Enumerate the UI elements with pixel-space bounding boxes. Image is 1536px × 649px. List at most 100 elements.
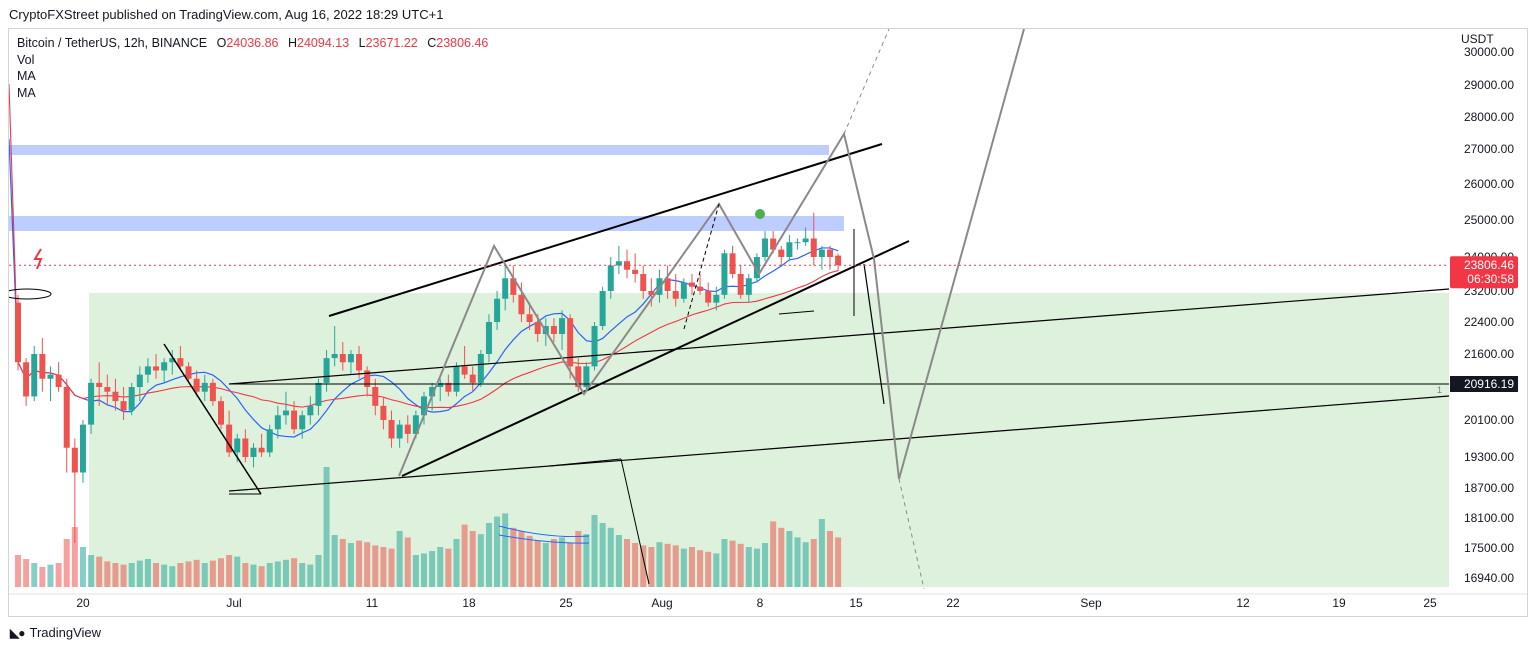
candle-body (445, 382, 452, 392)
projection-zigzag (398, 29, 1025, 480)
volume-bar (632, 543, 639, 587)
indicator-vol[interactable]: Vol (17, 52, 35, 67)
open-key: O (216, 36, 227, 50)
x-tick-label: 12 (1236, 596, 1250, 610)
candle-body (266, 429, 273, 453)
y-tick-label: 17500.00 (1464, 541, 1514, 555)
x-tick-label: 8 (757, 596, 764, 610)
volume-bar (770, 521, 777, 587)
volume-bar (177, 563, 184, 587)
blue-arrow-lower (498, 534, 590, 544)
volume-bar (120, 564, 127, 587)
candle-body (274, 415, 281, 430)
candle-body (339, 354, 346, 363)
volume-bar (485, 523, 492, 587)
candle-body (144, 366, 151, 375)
y-tick-label: 30000.00 (1464, 45, 1514, 59)
footer[interactable]: ◣● TradingView (10, 625, 101, 640)
candle-body (794, 242, 801, 244)
volume-bar (226, 555, 233, 587)
volume-bar (169, 566, 176, 587)
volume-bar (713, 553, 720, 587)
candle-body (583, 366, 590, 387)
volume-bar (234, 556, 241, 587)
volume-bar (47, 564, 54, 587)
candle-body (494, 298, 501, 322)
candle-body (510, 278, 517, 295)
low-key: L (358, 36, 366, 50)
candle-body (323, 358, 330, 383)
volume-bar (193, 559, 200, 587)
blue-resistance-zone-upper (9, 145, 829, 155)
y-tick-label: 18100.00 (1464, 511, 1514, 525)
projection-extension-down (898, 478, 925, 590)
volume-bar (396, 531, 403, 587)
volume-bar (421, 553, 427, 587)
candle-body (169, 358, 176, 363)
volume-bar (526, 535, 533, 587)
y-tick-label: 22400.00 (1464, 315, 1514, 329)
volume-bar (63, 539, 70, 587)
candle-body (347, 354, 354, 363)
volume-bar (209, 560, 216, 587)
high-key: H (287, 36, 298, 50)
tradingview-logo-icon: ◣● (10, 625, 26, 640)
candle-body (770, 238, 777, 250)
candle-body (437, 382, 444, 387)
volume-bar (680, 548, 687, 587)
close-key: C (427, 36, 437, 50)
candle-body (526, 314, 533, 322)
candle-body (737, 274, 744, 295)
candle-body (299, 415, 306, 430)
candle-body (550, 326, 557, 334)
volume-bar (372, 545, 379, 587)
volume-bar (599, 523, 606, 587)
level-badge (1450, 376, 1518, 392)
volume-bar (591, 515, 598, 587)
x-tick-label: 25 (1423, 596, 1437, 610)
volume-bar (429, 551, 436, 587)
arrow-down-lower (620, 458, 650, 585)
volume-bar (364, 542, 371, 587)
candle-body (705, 291, 712, 303)
candle-body (112, 391, 119, 402)
x-tick-label: 20 (76, 596, 90, 610)
candle-body (47, 374, 54, 379)
price-axis-bg (1449, 29, 1527, 594)
candle-body (291, 410, 298, 430)
volume-bar (453, 539, 460, 587)
x-tick-label: 22 (946, 596, 960, 610)
candle-body (209, 382, 216, 402)
candle-body (404, 424, 411, 434)
volume-bar (656, 542, 663, 587)
candle-body (575, 366, 582, 387)
last-price-value: 23806.46 (1464, 258, 1514, 272)
volume-bar (347, 543, 354, 587)
volume-bar (762, 543, 769, 587)
long-trend-line-upper (228, 288, 1450, 385)
volume-bar (672, 545, 679, 587)
volume-bar (778, 527, 785, 587)
volume-bar (250, 564, 257, 587)
candle-body (177, 358, 184, 367)
volume-bar (242, 563, 249, 587)
volume-bar (71, 527, 78, 587)
indicator-ma-2[interactable]: MA (17, 85, 36, 100)
low-value: 23671.22 (365, 36, 418, 50)
candle-body (591, 326, 598, 367)
volume-bar (615, 535, 622, 587)
volume-bar (640, 545, 647, 587)
candle-body (624, 261, 630, 270)
volume-bar (31, 563, 38, 587)
candle-body (250, 447, 257, 457)
candle-body (599, 291, 606, 326)
indicator-ma-1[interactable]: MA (17, 69, 36, 83)
volume-bar (688, 547, 695, 587)
y-tick-label: 21600.00 (1464, 347, 1514, 361)
red-flash-icon (33, 248, 43, 270)
volume-bar (810, 539, 817, 587)
chart-pane[interactable]: USDT 30000.00 29000.00 28000.00 27000.00 2600… (8, 28, 1528, 617)
candle-body (453, 366, 460, 392)
volume-bar (136, 560, 143, 587)
